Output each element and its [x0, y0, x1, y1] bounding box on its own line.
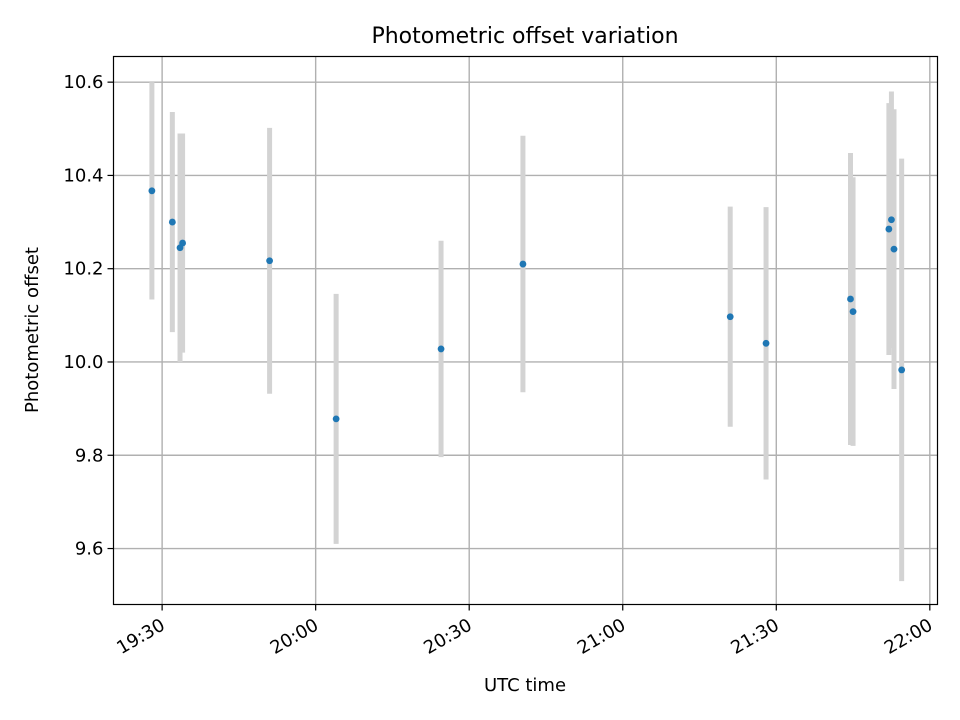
data-points	[148, 187, 906, 423]
data-point	[519, 260, 527, 268]
y-axis-ticks: 9.6 9.8 10.0 10.2 10.4 10.6	[63, 72, 114, 560]
data-point	[332, 415, 340, 423]
data-point	[266, 257, 273, 265]
data-point	[437, 345, 445, 353]
grid-lines	[113, 56, 938, 605]
data-point	[179, 239, 186, 247]
data-point	[888, 216, 895, 224]
chart-title: Photometric offset variation	[371, 24, 678, 49]
data-point	[762, 339, 770, 347]
data-point	[148, 187, 156, 195]
y-tick-label: 10.6	[63, 72, 103, 93]
data-point	[898, 366, 906, 374]
y-tick-label: 10.2	[63, 259, 103, 280]
y-tick-label: 9.6	[75, 539, 104, 560]
x-axis-label: UTC time	[484, 675, 566, 696]
y-tick-label: 10.0	[63, 352, 103, 373]
data-point	[726, 313, 734, 321]
y-tick-label: 9.8	[75, 445, 104, 466]
data-point	[847, 295, 854, 303]
data-point	[890, 245, 898, 253]
data-point	[168, 218, 176, 226]
data-point	[885, 225, 893, 233]
y-tick-label: 10.4	[63, 165, 103, 186]
plot-area-frame	[112, 55, 939, 606]
data-point	[849, 308, 857, 316]
y-axis-label: Photometric offset	[22, 247, 43, 413]
